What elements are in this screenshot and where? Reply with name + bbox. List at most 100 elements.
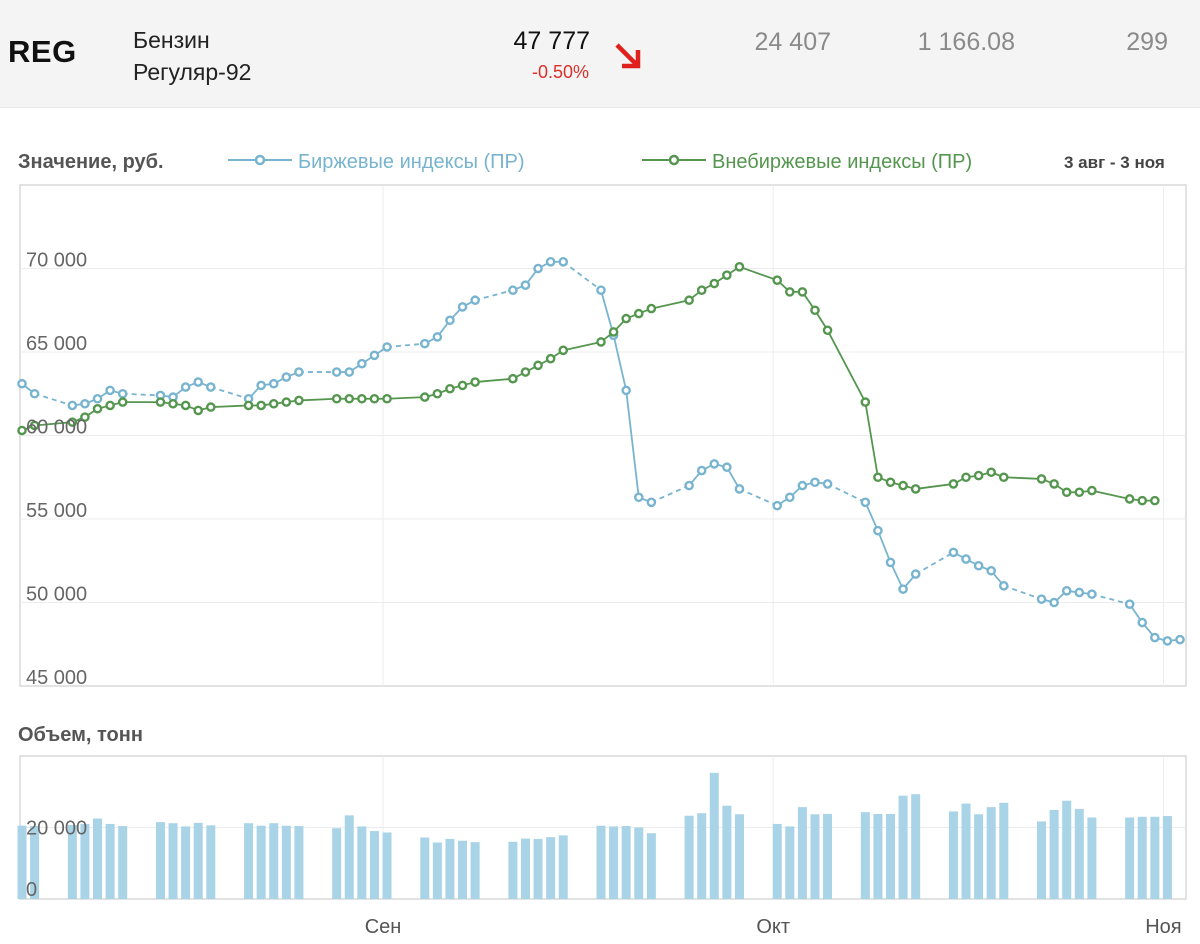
data-point[interactable] [432,388,443,399]
data-point[interactable] [445,383,455,394]
data-point[interactable] [1124,599,1135,609]
data-point[interactable] [80,412,90,422]
data-point[interactable] [545,257,556,267]
data-point[interactable] [243,400,254,411]
data-point[interactable] [860,397,871,407]
data-point[interactable] [1124,494,1135,504]
data-point[interactable] [621,313,631,324]
data-point[interactable] [910,484,921,494]
data-point[interactable] [785,492,795,503]
data-point[interactable] [948,547,959,558]
data-point[interactable] [633,308,644,319]
data-point[interactable] [155,397,166,407]
data-point[interactable] [369,393,380,404]
data-point[interactable] [17,425,27,436]
data-point[interactable] [105,400,115,411]
data-point[interactable] [382,342,392,352]
data-point[interactable] [281,372,292,382]
data-point[interactable] [357,358,367,369]
data-point[interactable] [898,584,908,594]
data-point[interactable] [1150,632,1160,643]
date-range[interactable]: 3 авг - 3 ноя [1064,153,1165,172]
data-point[interactable] [193,405,204,416]
data-point[interactable] [722,270,732,280]
data-point[interactable] [986,467,996,478]
data-point[interactable] [961,554,971,564]
data-point[interactable] [206,402,216,412]
data-point[interactable] [558,257,569,267]
legend-item-exchange[interactable]: Биржевые индексы (ПР) [298,151,525,173]
data-point[interactable] [117,397,128,407]
data-point[interactable] [998,581,1009,591]
data-point[interactable] [67,400,78,411]
data-point[interactable] [344,393,355,404]
data-point[interactable] [797,480,808,491]
data-point[interactable] [709,459,720,469]
data-point[interactable] [558,345,569,356]
data-point[interactable] [1137,495,1148,506]
data-point[interactable] [294,395,304,406]
data-point[interactable] [432,332,443,342]
data-point[interactable] [684,480,694,491]
data-point[interactable] [1087,589,1097,599]
data-point[interactable] [596,285,606,296]
data-point[interactable] [734,262,745,272]
data-point[interactable] [520,367,531,377]
data-point[interactable] [92,403,103,414]
data-point[interactable] [369,350,380,361]
data-point[interactable] [1074,587,1085,598]
data-point[interactable] [684,295,694,306]
data-point[interactable] [696,465,707,476]
data-point[interactable] [180,382,191,392]
data-point[interactable] [898,480,908,491]
data-point[interactable] [419,392,430,402]
data-point[interactable] [92,393,103,404]
data-point[interactable] [646,303,657,314]
data-point[interactable] [986,565,996,576]
data-point[interactable] [772,500,783,511]
data-point[interactable] [822,325,833,336]
data-point[interactable] [885,557,896,568]
data-point[interactable] [1036,474,1047,484]
data-point[interactable] [545,353,556,364]
data-point[interactable] [722,462,732,473]
data-point[interactable] [810,305,820,316]
data-point[interactable] [168,398,178,409]
data-point[interactable] [910,569,921,579]
data-point[interactable] [998,472,1009,483]
data-point[interactable] [1061,487,1072,498]
data-point[interactable] [1175,634,1185,645]
data-point[interactable] [1061,586,1072,596]
data-point[interactable] [1087,485,1097,496]
data-point[interactable] [873,525,883,536]
legend-item-otc[interactable]: Внебиржевые индексы (ПР) [712,151,973,173]
data-point[interactable] [596,337,606,347]
data-point[interactable] [268,398,279,409]
data-point[interactable] [357,393,367,404]
data-point[interactable] [193,377,204,387]
data-point[interactable] [873,472,883,483]
data-point[interactable] [470,295,480,306]
data-point[interactable] [797,287,808,297]
data-point[interactable] [470,377,480,387]
data-point[interactable] [709,278,720,289]
data-point[interactable] [785,287,795,297]
data-point[interactable] [331,393,342,404]
data-point[interactable] [961,472,971,483]
data-point[interactable] [180,400,191,411]
data-point[interactable] [822,479,833,489]
data-point[interactable] [256,380,266,391]
data-point[interactable] [1150,495,1160,506]
data-point[interactable] [268,378,279,389]
data-point[interactable] [382,393,392,404]
data-point[interactable] [608,327,619,337]
data-point[interactable] [508,285,518,296]
data-point[interactable] [206,382,216,392]
data-point[interactable] [1049,597,1059,608]
data-point[interactable] [973,560,984,571]
data-point[interactable] [117,388,128,399]
data-point[interactable] [67,417,78,427]
data-point[interactable] [948,479,959,489]
data-point[interactable] [294,367,304,377]
data-point[interactable] [457,380,468,391]
